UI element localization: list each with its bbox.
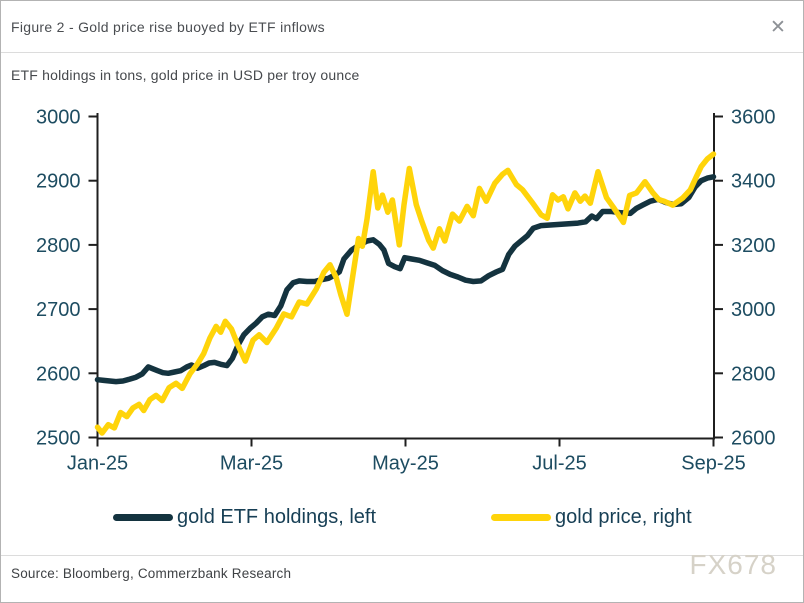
legend-swatch-etf-holdings <box>113 513 173 521</box>
left-axis-tick-label: 2500 <box>36 428 81 450</box>
x-axis-tick-label: May-25 <box>372 453 439 475</box>
right-axis-tick-label: 2800 <box>731 363 776 385</box>
legend-label-gold-price: gold price, right <box>555 505 692 528</box>
legend-item-etf-holdings: gold ETF holdings, left <box>113 504 376 530</box>
x-axis-tick-label: Sep-25 <box>681 453 746 475</box>
legend-item-gold-price: gold price, right <box>491 504 692 530</box>
right-axis-tick-label: 3600 <box>731 107 776 129</box>
right-axis-tick-label: 3400 <box>731 171 776 193</box>
dialog-title: Figure 2 - Gold price rise buoyed by ETF… <box>11 19 325 35</box>
left-axis-tick-label: 2700 <box>36 299 81 321</box>
x-axis-tick-label: Jul-25 <box>532 453 586 475</box>
axis-lines <box>96 113 715 440</box>
x-axis-tick-label: Mar-25 <box>220 453 283 475</box>
right-axis-tick-label: 2600 <box>731 428 776 450</box>
close-icon[interactable]: ✕ <box>770 16 786 38</box>
left-axis-tick-label: 2600 <box>36 363 81 385</box>
source-text: Source: Bloomberg, Commerzbank Research <box>11 566 292 581</box>
legend-swatch-gold-price <box>491 513 551 521</box>
legend-label-etf-holdings: gold ETF holdings, left <box>177 505 376 528</box>
right-axis-tick-label: 3200 <box>731 235 776 257</box>
left-axis-tick-label: 3000 <box>36 107 81 129</box>
dialog-titlebar: Figure 2 - Gold price rise buoyed by ETF… <box>1 1 803 53</box>
left-axis-tick-label: 2900 <box>36 171 81 193</box>
chart-subtitle: ETF holdings in tons, gold price in USD … <box>11 67 360 83</box>
series-line-1 <box>94 151 717 436</box>
right-axis-tick-label: 3000 <box>731 299 776 321</box>
x-axis-tick-label: Jan-25 <box>67 453 128 475</box>
left-axis-tick-label: 2800 <box>36 235 81 257</box>
series-line-0 <box>94 174 717 385</box>
watermark: FX678 <box>689 549 777 580</box>
footer-divider <box>1 555 803 556</box>
